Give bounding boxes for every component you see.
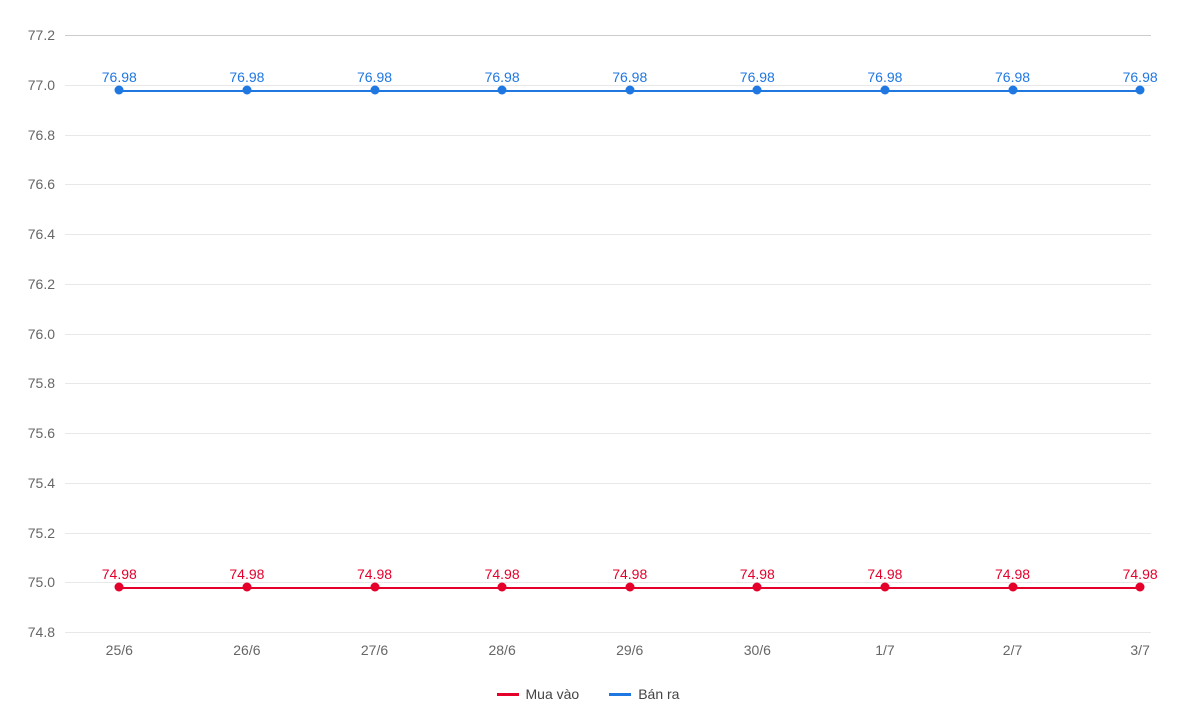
x-axis-tick-label: 26/6 [233, 632, 260, 658]
data-point-ban_ra [880, 85, 889, 94]
gridline [65, 284, 1151, 285]
data-point-label-mua_vao: 74.98 [229, 566, 264, 582]
gridline [65, 85, 1151, 86]
y-axis-tick-label: 75.2 [28, 525, 65, 541]
x-axis-tick-label: 3/7 [1130, 632, 1149, 658]
data-point-ban_ra [370, 85, 379, 94]
data-point-label-ban_ra: 76.98 [485, 69, 520, 85]
gridline [65, 184, 1151, 185]
gridline [65, 334, 1151, 335]
data-point-label-mua_vao: 74.98 [102, 566, 137, 582]
data-point-label-mua_vao: 74.98 [867, 566, 902, 582]
data-point-label-ban_ra: 76.98 [229, 69, 264, 85]
data-point-ban_ra [498, 85, 507, 94]
gridline [65, 483, 1151, 484]
chart-box: 74.8 75.0 75.2 75.4 75.6 75.8 76.0 76.2 76.4 76.6… [10, 15, 1166, 712]
x-axis-tick-label: 27/6 [361, 632, 388, 658]
data-point-ban_ra [242, 85, 251, 94]
y-axis-tick-label: 76.2 [28, 276, 65, 292]
data-point-ban_ra [115, 85, 124, 94]
data-point-mua_vao [242, 583, 251, 592]
data-point-label-ban_ra: 76.98 [357, 69, 392, 85]
data-point-ban_ra [1008, 85, 1017, 94]
data-point-mua_vao [753, 583, 762, 592]
data-point-ban_ra [753, 85, 762, 94]
data-point-label-ban_ra: 76.98 [740, 69, 775, 85]
y-axis-tick-label: 77.0 [28, 77, 65, 93]
x-axis-tick-label: 30/6 [744, 632, 771, 658]
data-point-label-ban_ra: 76.98 [612, 69, 647, 85]
y-axis-tick-label: 76.6 [28, 176, 65, 192]
legend-label: Mua vào [526, 686, 580, 702]
y-axis-tick-label: 76.8 [28, 127, 65, 143]
y-axis-tick-label: 77.2 [28, 27, 65, 43]
data-point-mua_vao [1008, 583, 1017, 592]
y-axis-tick-label: 75.6 [28, 425, 65, 441]
data-point-ban_ra [1136, 85, 1145, 94]
data-point-mua_vao [880, 583, 889, 592]
gridline [65, 383, 1151, 384]
gridline [65, 234, 1151, 235]
data-point-label-mua_vao: 74.98 [357, 566, 392, 582]
data-point-mua_vao [370, 583, 379, 592]
data-point-label-mua_vao: 74.98 [1123, 566, 1158, 582]
data-point-label-ban_ra: 76.98 [867, 69, 902, 85]
gridline [65, 35, 1151, 36]
y-axis-tick-label: 76.4 [28, 226, 65, 242]
x-axis-tick-label: 1/7 [875, 632, 894, 658]
legend-item-ban_ra[interactable]: Bán ra [609, 686, 679, 702]
y-axis-tick-label: 76.0 [28, 326, 65, 342]
data-point-label-mua_vao: 74.98 [740, 566, 775, 582]
gridline [65, 632, 1151, 633]
gridline [65, 533, 1151, 534]
x-axis-tick-label: 29/6 [616, 632, 643, 658]
legend-swatch-icon [497, 693, 519, 696]
data-point-label-mua_vao: 74.98 [485, 566, 520, 582]
data-point-mua_vao [115, 583, 124, 592]
x-axis-tick-label: 25/6 [106, 632, 133, 658]
data-point-label-mua_vao: 74.98 [612, 566, 647, 582]
gridline [65, 135, 1151, 136]
gridline [65, 433, 1151, 434]
legend-swatch-icon [609, 693, 631, 696]
data-point-label-ban_ra: 76.98 [102, 69, 137, 85]
data-point-ban_ra [625, 85, 634, 94]
data-point-label-ban_ra: 76.98 [995, 69, 1030, 85]
x-axis-tick-label: 28/6 [488, 632, 515, 658]
plot-area: 74.875.075.275.475.675.876.076.276.476.6… [65, 35, 1151, 632]
data-point-label-ban_ra: 76.98 [1123, 69, 1158, 85]
y-axis-tick-label: 75.4 [28, 475, 65, 491]
y-axis-tick-label: 74.8 [28, 624, 65, 640]
data-point-mua_vao [625, 583, 634, 592]
y-axis-tick-label: 75.8 [28, 375, 65, 391]
legend: Mua vào Bán ra [10, 686, 1166, 702]
y-axis-tick-label: 75.0 [28, 574, 65, 590]
data-point-label-mua_vao: 74.98 [995, 566, 1030, 582]
legend-item-mua_vao[interactable]: Mua vào [497, 686, 580, 702]
gridline [65, 582, 1151, 583]
data-point-mua_vao [1136, 583, 1145, 592]
data-point-mua_vao [498, 583, 507, 592]
x-axis-tick-label: 2/7 [1003, 632, 1022, 658]
legend-label: Bán ra [638, 686, 679, 702]
price-line-chart: 74.8 75.0 75.2 75.4 75.6 75.8 76.0 76.2 76.4 76.6… [0, 0, 1181, 727]
